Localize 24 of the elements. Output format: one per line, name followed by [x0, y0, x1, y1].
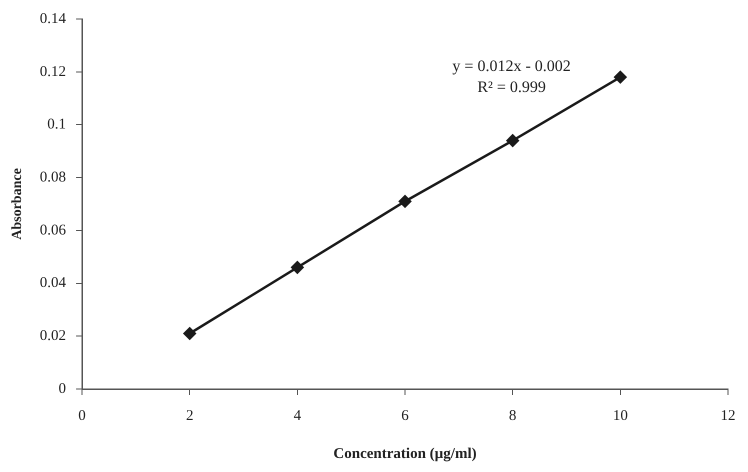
point — [398, 195, 412, 208]
x-axis-title: Concentration (µg/ml) — [333, 446, 477, 462]
x-tick-label: 12 — [720, 408, 736, 424]
y-tick-label: 0.04 — [40, 275, 67, 292]
x-tick-label: 2 — [186, 408, 194, 424]
y-tick-label: 0.02 — [40, 328, 66, 344]
point — [614, 70, 627, 84]
y-tick-label: 0.08 — [40, 170, 66, 186]
x-tick-label: 8 — [508, 408, 516, 424]
y-tick-label: 0.06 — [40, 222, 67, 238]
y-tick-label: 0.12 — [40, 64, 66, 80]
annotation: R² = 0.999 — [477, 79, 546, 96]
x-tick-label: 10 — [612, 408, 628, 424]
y-tick-label: 0.1 — [47, 116, 66, 133]
point — [291, 261, 304, 274]
y-axis-title: Absorbance — [10, 168, 26, 240]
x-tick-label: 0 — [78, 408, 86, 424]
annotation: y = 0.012x - 0.002 — [452, 58, 571, 75]
x-tick-label: 4 — [294, 408, 302, 424]
point — [183, 327, 196, 340]
x-tick-label: 6 — [401, 408, 410, 424]
y-tick-label: 0.14 — [40, 10, 67, 27]
point — [506, 134, 519, 147]
y-tick-label: 0 — [58, 380, 66, 397]
